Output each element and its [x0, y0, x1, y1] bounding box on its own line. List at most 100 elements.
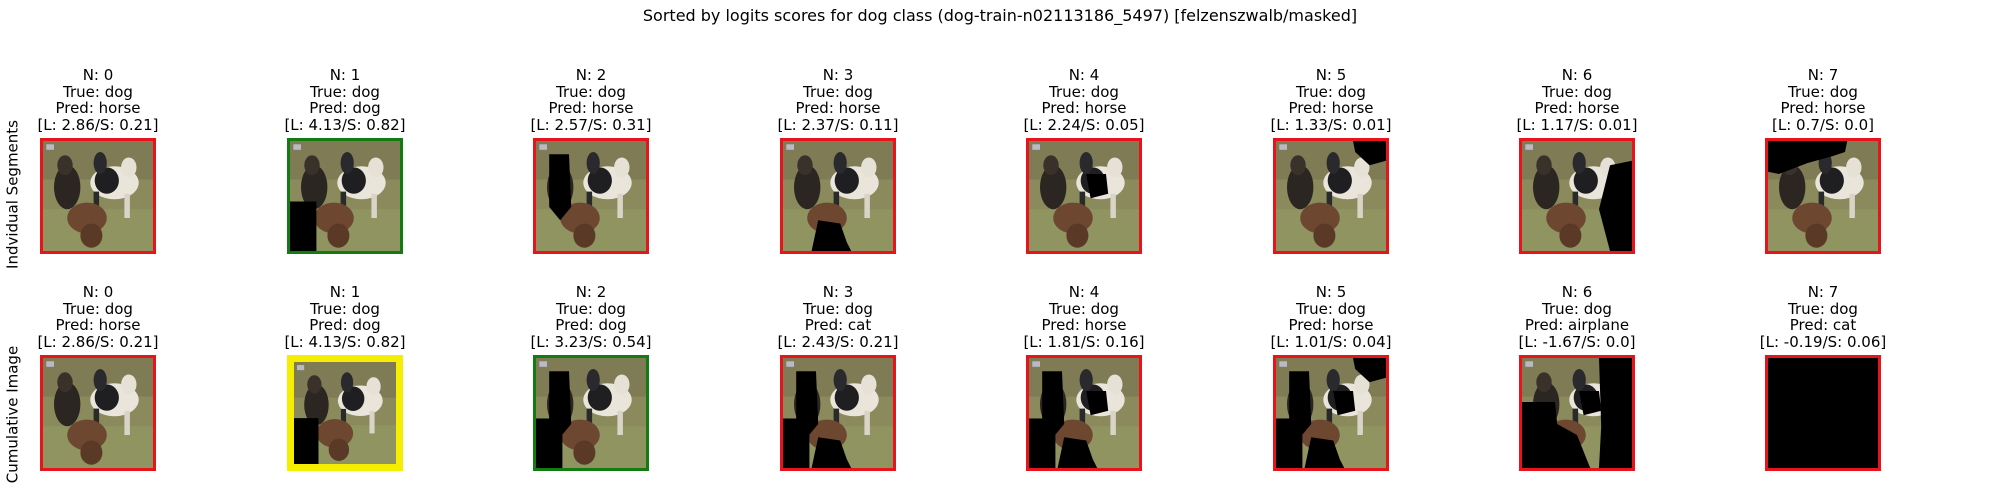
thumbnail-image: [1522, 141, 1632, 251]
segment-mask: [549, 371, 572, 438]
masked-image-thumbnail: [1273, 138, 1389, 254]
true-label: True: dog: [1296, 82, 1366, 101]
thumbnail-image: [1522, 358, 1632, 468]
segment-mask: [1057, 437, 1098, 468]
predicted-label: Pred: horse: [1288, 99, 1374, 117]
true-label: True: dog: [310, 299, 380, 318]
true-label: True: dog: [556, 82, 626, 101]
grid-cell: N: 4 True: dog Pred: horse [L: 1.81/S: 0.16…: [1004, 284, 1164, 350]
segment-mask: [549, 154, 572, 221]
grid-cell: N: 2 True: dog Pred: horse [L: 2.57/S: 0.31…: [511, 67, 671, 133]
segment-index: N: 2: [575, 283, 607, 301]
segment-mask: [811, 437, 852, 468]
true-label: True: dog: [310, 82, 380, 101]
segment-mask: [1599, 160, 1632, 251]
segment-index: N: 6: [1561, 283, 1593, 301]
segment-mask: [1086, 391, 1109, 416]
thumbnail-image: [783, 358, 893, 468]
grid-cell: N: 3 True: dog Pred: horse [L: 2.37/S: 0.11…: [758, 67, 918, 133]
grid-cell: N: 6 True: dog Pred: horse [L: 1.17/S: 0.01…: [1497, 67, 1657, 133]
predicted-label: Pred: cat: [804, 316, 872, 334]
masked-image-thumbnail: [287, 138, 403, 254]
masked-image-thumbnail: [287, 355, 403, 471]
true-label: True: dog: [1788, 299, 1858, 318]
segment-mask: [1768, 141, 1848, 174]
segment-index: N: 1: [329, 283, 361, 301]
predicted-label: Pred: horse: [1534, 99, 1620, 117]
true-label: True: dog: [1542, 82, 1612, 101]
thumbnail-image: [536, 358, 646, 468]
predicted-label: Pred: horse: [1041, 99, 1127, 117]
thumbnail-image: [43, 358, 153, 468]
segment-index: N: 5: [1315, 66, 1347, 84]
grid-cell: N: 7 True: dog Pred: horse [L: 0.7/S: 0.0]: [1743, 67, 1903, 133]
masked-image-thumbnail: [1026, 138, 1142, 254]
masked-image-thumbnail: [1273, 355, 1389, 471]
logit-softmax-scores: [L: 1.81/S: 0.16]: [1023, 332, 1145, 351]
segment-mask: [1579, 391, 1602, 416]
true-label: True: dog: [556, 299, 626, 318]
segment-index: N: 5: [1315, 283, 1347, 301]
logit-softmax-scores: [L: 2.24/S: 0.05]: [1023, 115, 1145, 134]
masked-image-thumbnail: [40, 355, 156, 471]
segment-index: N: 3: [822, 283, 854, 301]
logit-softmax-scores: [L: 2.57/S: 0.31]: [530, 115, 652, 134]
row-label-individual-segments: Indvidual Segments: [3, 120, 22, 269]
logit-softmax-scores: [L: -1.67/S: 0.0]: [1518, 332, 1636, 351]
logit-softmax-scores: [L: 2.37/S: 0.11]: [777, 115, 899, 134]
thumbnail-image: [1276, 141, 1386, 251]
thumbnail-image: [294, 362, 396, 464]
true-label: True: dog: [1296, 299, 1366, 318]
grid-cell: N: 1 True: dog Pred: dog [L: 4.13/S: 0.82]: [265, 67, 425, 133]
segment-mask: [1522, 402, 1591, 468]
true-label: True: dog: [1542, 299, 1612, 318]
row-label-cumulative-image: Cumulative Image: [3, 345, 22, 484]
masked-image-thumbnail: [533, 138, 649, 254]
true-label: True: dog: [63, 299, 133, 318]
predicted-label: Pred: horse: [1041, 316, 1127, 334]
thumbnail-image: [783, 141, 893, 251]
true-label: True: dog: [803, 82, 873, 101]
segment-mask: [1304, 437, 1345, 468]
logit-softmax-scores: [L: 2.43/S: 0.21]: [777, 332, 899, 351]
grid-cell: N: 3 True: dog Pred: cat [L: 2.43/S: 0.21]: [758, 284, 918, 350]
masked-image-thumbnail: [1519, 355, 1635, 471]
segment-mask: [1333, 391, 1356, 416]
predicted-label: Pred: horse: [1780, 99, 1866, 117]
grid-cell: N: 6 True: dog Pred: airplane [L: -1.67/S: …: [1497, 284, 1657, 350]
thumbnail-image: [1768, 141, 1878, 251]
predicted-label: Pred: horse: [1288, 316, 1374, 334]
predicted-label: Pred: horse: [55, 99, 141, 117]
segment-mask: [811, 220, 852, 251]
thumbnail-image: [1768, 358, 1878, 468]
segment-mask: [1289, 371, 1312, 438]
segment-mask: [1599, 358, 1632, 468]
true-label: True: dog: [1049, 299, 1119, 318]
thumbnail-image: [1029, 141, 1139, 251]
segment-index: N: 0: [82, 283, 114, 301]
segment-index: N: 7: [1807, 66, 1839, 84]
figure-title: Sorted by logits scores for dog class (d…: [642, 6, 1358, 25]
masked-image-thumbnail: [533, 355, 649, 471]
segment-mask: [1353, 358, 1386, 383]
segment-mask: [1353, 141, 1386, 166]
masked-image-thumbnail: [780, 138, 896, 254]
segment-mask: [290, 201, 317, 251]
grid-cell: N: 1 True: dog Pred: dog [L: 4.13/S: 0.82]: [265, 284, 425, 350]
segment-index: N: 7: [1807, 283, 1839, 301]
logit-softmax-scores: [L: 3.23/S: 0.54]: [530, 332, 652, 351]
logit-softmax-scores: [L: -0.19/S: 0.06]: [1759, 332, 1887, 351]
grid-cell: N: 0 True: dog Pred: horse [L: 2.86/S: 0.21…: [18, 67, 178, 133]
segment-mask: [294, 418, 319, 464]
masked-image-thumbnail: [1519, 138, 1635, 254]
thumbnail-image: [43, 141, 153, 251]
logit-softmax-scores: [L: 2.86/S: 0.21]: [37, 332, 159, 351]
grid-cell: N: 2 True: dog Pred: dog [L: 3.23/S: 0.54]: [511, 284, 671, 350]
segment-index: N: 0: [82, 66, 114, 84]
masked-image-thumbnail: [40, 138, 156, 254]
predicted-label: Pred: dog: [555, 316, 627, 334]
grid-cell: N: 4 True: dog Pred: horse [L: 2.24/S: 0.05…: [1004, 67, 1164, 133]
predicted-label: Pred: horse: [548, 99, 634, 117]
segment-mask: [796, 371, 819, 438]
grid-cell: N: 0 True: dog Pred: horse [L: 2.86/S: 0.21…: [18, 284, 178, 350]
